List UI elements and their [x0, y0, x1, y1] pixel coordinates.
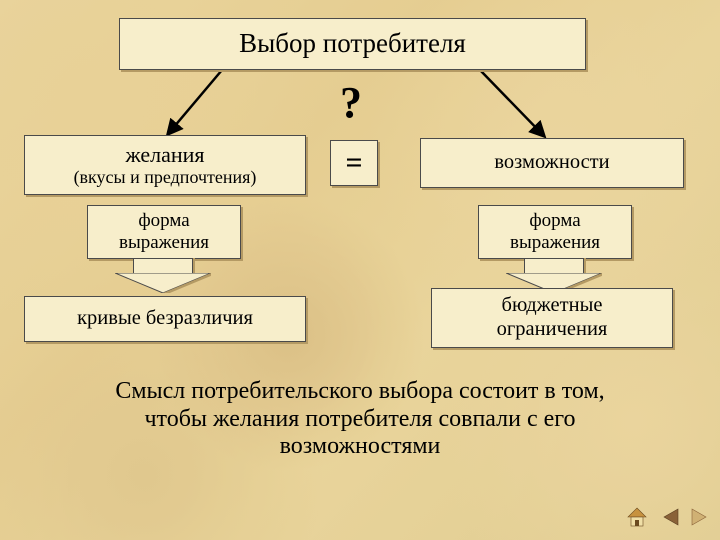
- home-icon[interactable]: [626, 506, 648, 528]
- equals-text: =: [345, 146, 362, 181]
- title-text: Выбор потребителя: [239, 28, 466, 59]
- budget-constraints-box: бюджетные ограничения: [431, 288, 673, 348]
- summary-l1: Смысл потребительского выбора состоит в …: [0, 378, 720, 406]
- desires-sub: (вкусы и предпочтения): [74, 167, 257, 188]
- down-arrow-left: [115, 258, 211, 292]
- summary-l3: возможностями: [0, 433, 720, 461]
- possibilities-box: возможности: [420, 138, 684, 188]
- summary-text: Смысл потребительского выбора состоит в …: [0, 378, 720, 461]
- budget-l1: бюджетные: [502, 294, 603, 318]
- form-expression-right-box: форма выражения: [478, 205, 632, 259]
- form-right-l1: форма: [529, 210, 580, 232]
- indifference-curves-text: кривые безразличия: [77, 307, 253, 331]
- budget-l2: ограничения: [497, 318, 608, 342]
- question-mark: ?: [326, 78, 376, 129]
- next-icon[interactable]: [688, 506, 710, 528]
- indifference-curves-box: кривые безразличия: [24, 296, 306, 342]
- form-right-l2: выражения: [510, 232, 600, 254]
- form-expression-left-box: форма выражения: [87, 205, 241, 259]
- question-mark-text: ?: [340, 78, 362, 127]
- form-left-l1: форма: [138, 210, 189, 232]
- equals-box: =: [330, 140, 378, 186]
- title-box: Выбор потребителя: [119, 18, 586, 70]
- desires-box: желания (вкусы и предпочтения): [24, 135, 306, 195]
- desires-main: желания: [125, 142, 204, 167]
- summary-l2: чтобы желания потребителя совпали с его: [0, 406, 720, 434]
- down-arrow-right: [506, 258, 602, 292]
- form-left-l2: выражения: [119, 232, 209, 254]
- prev-icon[interactable]: [660, 506, 682, 528]
- possibilities-text: возможности: [494, 151, 609, 175]
